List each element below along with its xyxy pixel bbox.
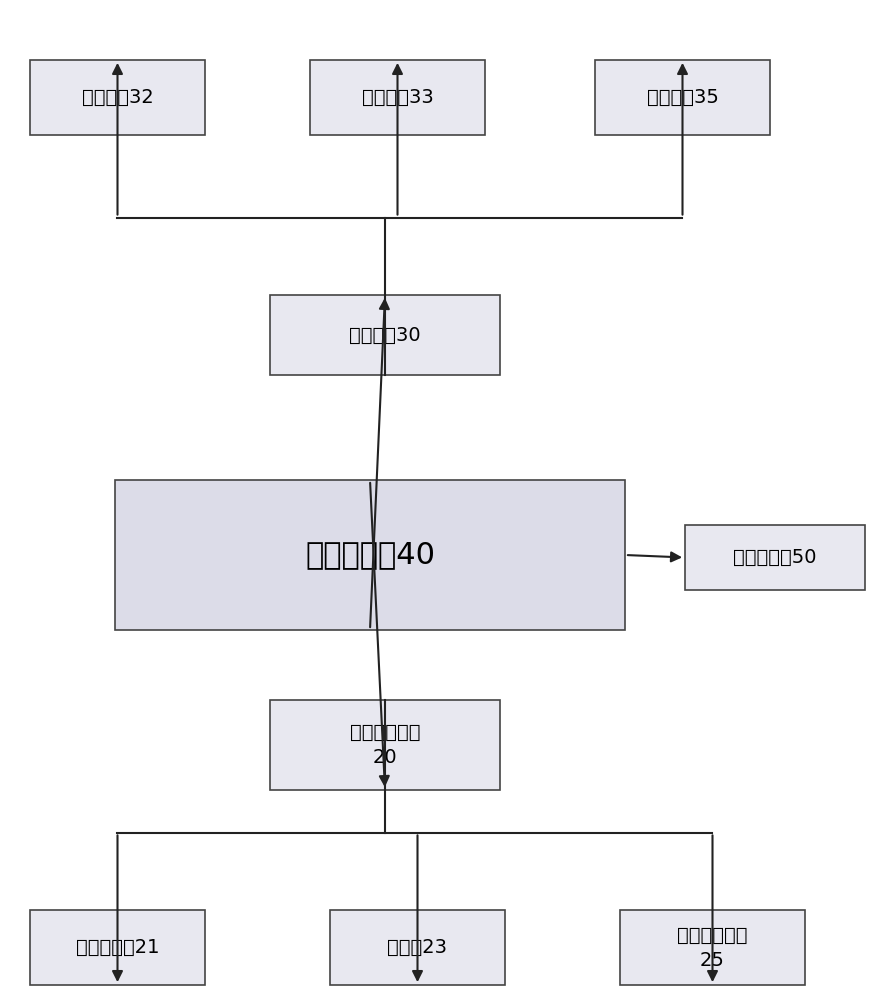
Text: 标签打印朱21: 标签打印朱21 (76, 938, 159, 957)
Bar (30, 910, 205, 985)
Text: 光电开內35: 光电开內35 (645, 88, 718, 107)
Text: 中央控制模40: 中央控制模40 (305, 540, 434, 570)
Bar (620, 910, 804, 985)
Bar (114, 480, 624, 630)
Text: 测物传感匷50: 测物传感匷50 (732, 548, 816, 567)
Text: 吹气嘧23: 吹气嘧23 (387, 938, 447, 957)
Bar (330, 910, 504, 985)
Bar (30, 60, 205, 135)
Bar (309, 60, 485, 135)
Bar (270, 295, 500, 375)
Text: 吸气部件33: 吸气部件33 (361, 88, 433, 107)
Bar (684, 525, 864, 590)
Text: 标签制作机构
20: 标签制作机构 20 (350, 723, 420, 767)
Text: 贴标气朴32: 贴标气朴32 (81, 88, 153, 107)
Text: 贴标机枔30: 贴标机枔30 (349, 326, 420, 344)
Text: 红外线检测器
25: 红外线检测器 25 (677, 926, 746, 970)
Bar (270, 700, 500, 790)
Bar (595, 60, 769, 135)
